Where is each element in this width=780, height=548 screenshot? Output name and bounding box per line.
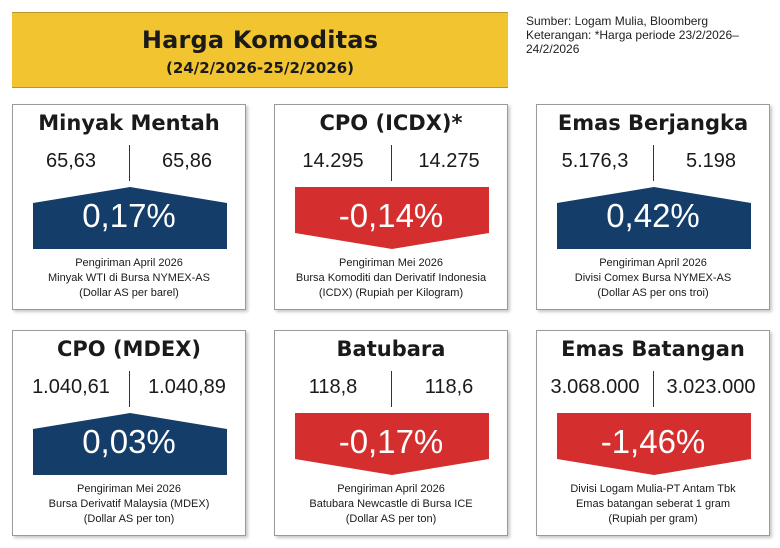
source-note: Sumber: Logam Mulia, Bloomberg Keteranga… — [526, 14, 771, 56]
price-divider — [653, 371, 654, 407]
change-percent: -0,17% — [338, 423, 444, 460]
contract-note: Pengiriman Mei 2026 Bursa Komoditi dan D… — [279, 256, 503, 301]
change-percent: -0,14% — [338, 197, 444, 234]
note-line-3: (Dollar AS per ton) — [345, 513, 437, 525]
commodity-card-emas-batangan: Emas Batangan 3.068.000 3.023.000 -1,46%… — [536, 330, 770, 536]
commodity-name: CPO (ICDX)* — [319, 111, 463, 135]
period-label: (24/2/2026-25/2/2026) — [166, 59, 354, 77]
source-line-3: 24/2/2026 — [526, 42, 580, 56]
commodity-card-emas-berjangka: Emas Berjangka 5.176,3 5.198 0,42% Pengi… — [536, 104, 770, 310]
note-line-1: Pengiriman Mei 2026 — [77, 483, 181, 495]
price-divider — [129, 145, 130, 181]
current-price: 118,6 — [424, 376, 474, 398]
change-percent: 0,03% — [82, 423, 176, 460]
change-percent: 0,42% — [606, 197, 700, 234]
price-row: 14.295 14.275 — [275, 143, 507, 183]
commodity-card-batubara: Batubara 118,8 118,6 -0,17% Pengiriman A… — [274, 330, 508, 536]
current-price: 3.023.000 — [666, 376, 756, 398]
price-divider — [391, 371, 392, 407]
commodity-name: Minyak Mentah — [38, 111, 220, 135]
change-up-arrow-shape — [33, 187, 227, 249]
note-line-1: Pengiriman April 2026 — [75, 257, 183, 269]
note-line-3: (ICDX) (Rupiah per Kilogram) — [318, 287, 464, 299]
price-row: 1.040,61 1.040,89 — [13, 369, 245, 409]
change-up-arrow-shape — [33, 413, 227, 475]
current-price: 1.040,89 — [148, 376, 226, 398]
change-down-arrow-shape — [557, 413, 751, 475]
note-line-2: Minyak WTI di Bursa NYMEX-AS — [48, 272, 210, 284]
current-price: 14.275 — [418, 150, 480, 172]
note-line-1: Pengiriman Mei 2026 — [339, 257, 443, 269]
page-title: Harga Komoditas — [141, 26, 379, 54]
current-price: 65,86 — [161, 150, 213, 172]
commodity-name: CPO (MDEX) — [56, 337, 202, 361]
price-row: 5.176,3 5.198 — [537, 143, 769, 183]
commodity-name: Emas Berjangka — [557, 111, 749, 135]
commodity-name: Emas Batangan — [561, 337, 745, 361]
note-line-2: Batubara Newcastle di Bursa ICE — [309, 498, 473, 510]
commodity-card-cpo-mdex: CPO (MDEX) 1.040,61 1.040,89 0,03% Pengi… — [12, 330, 246, 536]
source-line-2: Keterangan: *Harga periode 23/2/2026– — [526, 28, 739, 42]
previous-price: 65,63 — [45, 150, 97, 172]
change-percent: -1,46% — [600, 423, 706, 460]
contract-note: Pengiriman April 2026 Batubara Newcastle… — [279, 482, 503, 527]
change-down-arrow-shape — [295, 187, 489, 249]
contract-note: Pengiriman April 2026 Divisi Comex Bursa… — [541, 256, 765, 301]
note-line-2: Bursa Derivatif Malaysia (MDEX) — [48, 498, 210, 510]
note-line-1: Pengiriman April 2026 — [599, 257, 707, 269]
note-line-2: Emas batangan seberat 1 gram — [575, 498, 731, 510]
contract-note: Pengiriman April 2026 Minyak WTI di Burs… — [17, 256, 241, 301]
source-line-1: Sumber: Logam Mulia, Bloomberg — [526, 14, 709, 28]
commodity-card-minyak-mentah: Minyak Mentah 65,63 65,86 0,17% Pengirim… — [12, 104, 246, 310]
price-row: 3.068.000 3.023.000 — [537, 369, 769, 409]
note-line-3: (Rupiah per gram) — [608, 513, 698, 525]
change-up-arrow-shape — [557, 187, 751, 249]
note-line-1: Divisi Logam Mulia-PT Antam Tbk — [570, 483, 736, 495]
previous-price: 3.068.000 — [550, 376, 640, 398]
current-price: 5.198 — [685, 150, 737, 172]
note-line-3: (Dollar AS per ton) — [83, 513, 175, 525]
note-line-2: Bursa Komoditi dan Derivatif Indonesia — [295, 272, 487, 284]
commodity-card-cpo-icdx: CPO (ICDX)* 14.295 14.275 -0,14% Pengiri… — [274, 104, 508, 310]
note-line-1: Pengiriman April 2026 — [337, 483, 445, 495]
price-divider — [129, 371, 130, 407]
previous-price: 14.295 — [302, 150, 364, 172]
previous-price: 1.040,61 — [32, 376, 110, 398]
contract-note: Divisi Logam Mulia-PT Antam Tbk Emas bat… — [541, 482, 765, 527]
price-row: 118,8 118,6 — [275, 369, 507, 409]
note-line-3: (Dollar AS per ons troi) — [597, 287, 709, 299]
change-down-arrow-shape — [295, 413, 489, 475]
previous-price: 118,8 — [308, 376, 358, 398]
note-line-3: (Dollar AS per barel) — [79, 287, 179, 299]
note-line-2: Divisi Comex Bursa NYMEX-AS — [574, 272, 732, 284]
price-row: 65,63 65,86 — [13, 143, 245, 183]
change-percent: 0,17% — [82, 197, 176, 234]
title-banner: Harga Komoditas (24/2/2026-25/2/2026) — [12, 12, 508, 88]
price-divider — [391, 145, 392, 181]
previous-price: 5.176,3 — [561, 150, 629, 172]
price-divider — [653, 145, 654, 181]
contract-note: Pengiriman Mei 2026 Bursa Derivatif Mala… — [17, 482, 241, 527]
commodity-name: Batubara — [336, 337, 446, 361]
